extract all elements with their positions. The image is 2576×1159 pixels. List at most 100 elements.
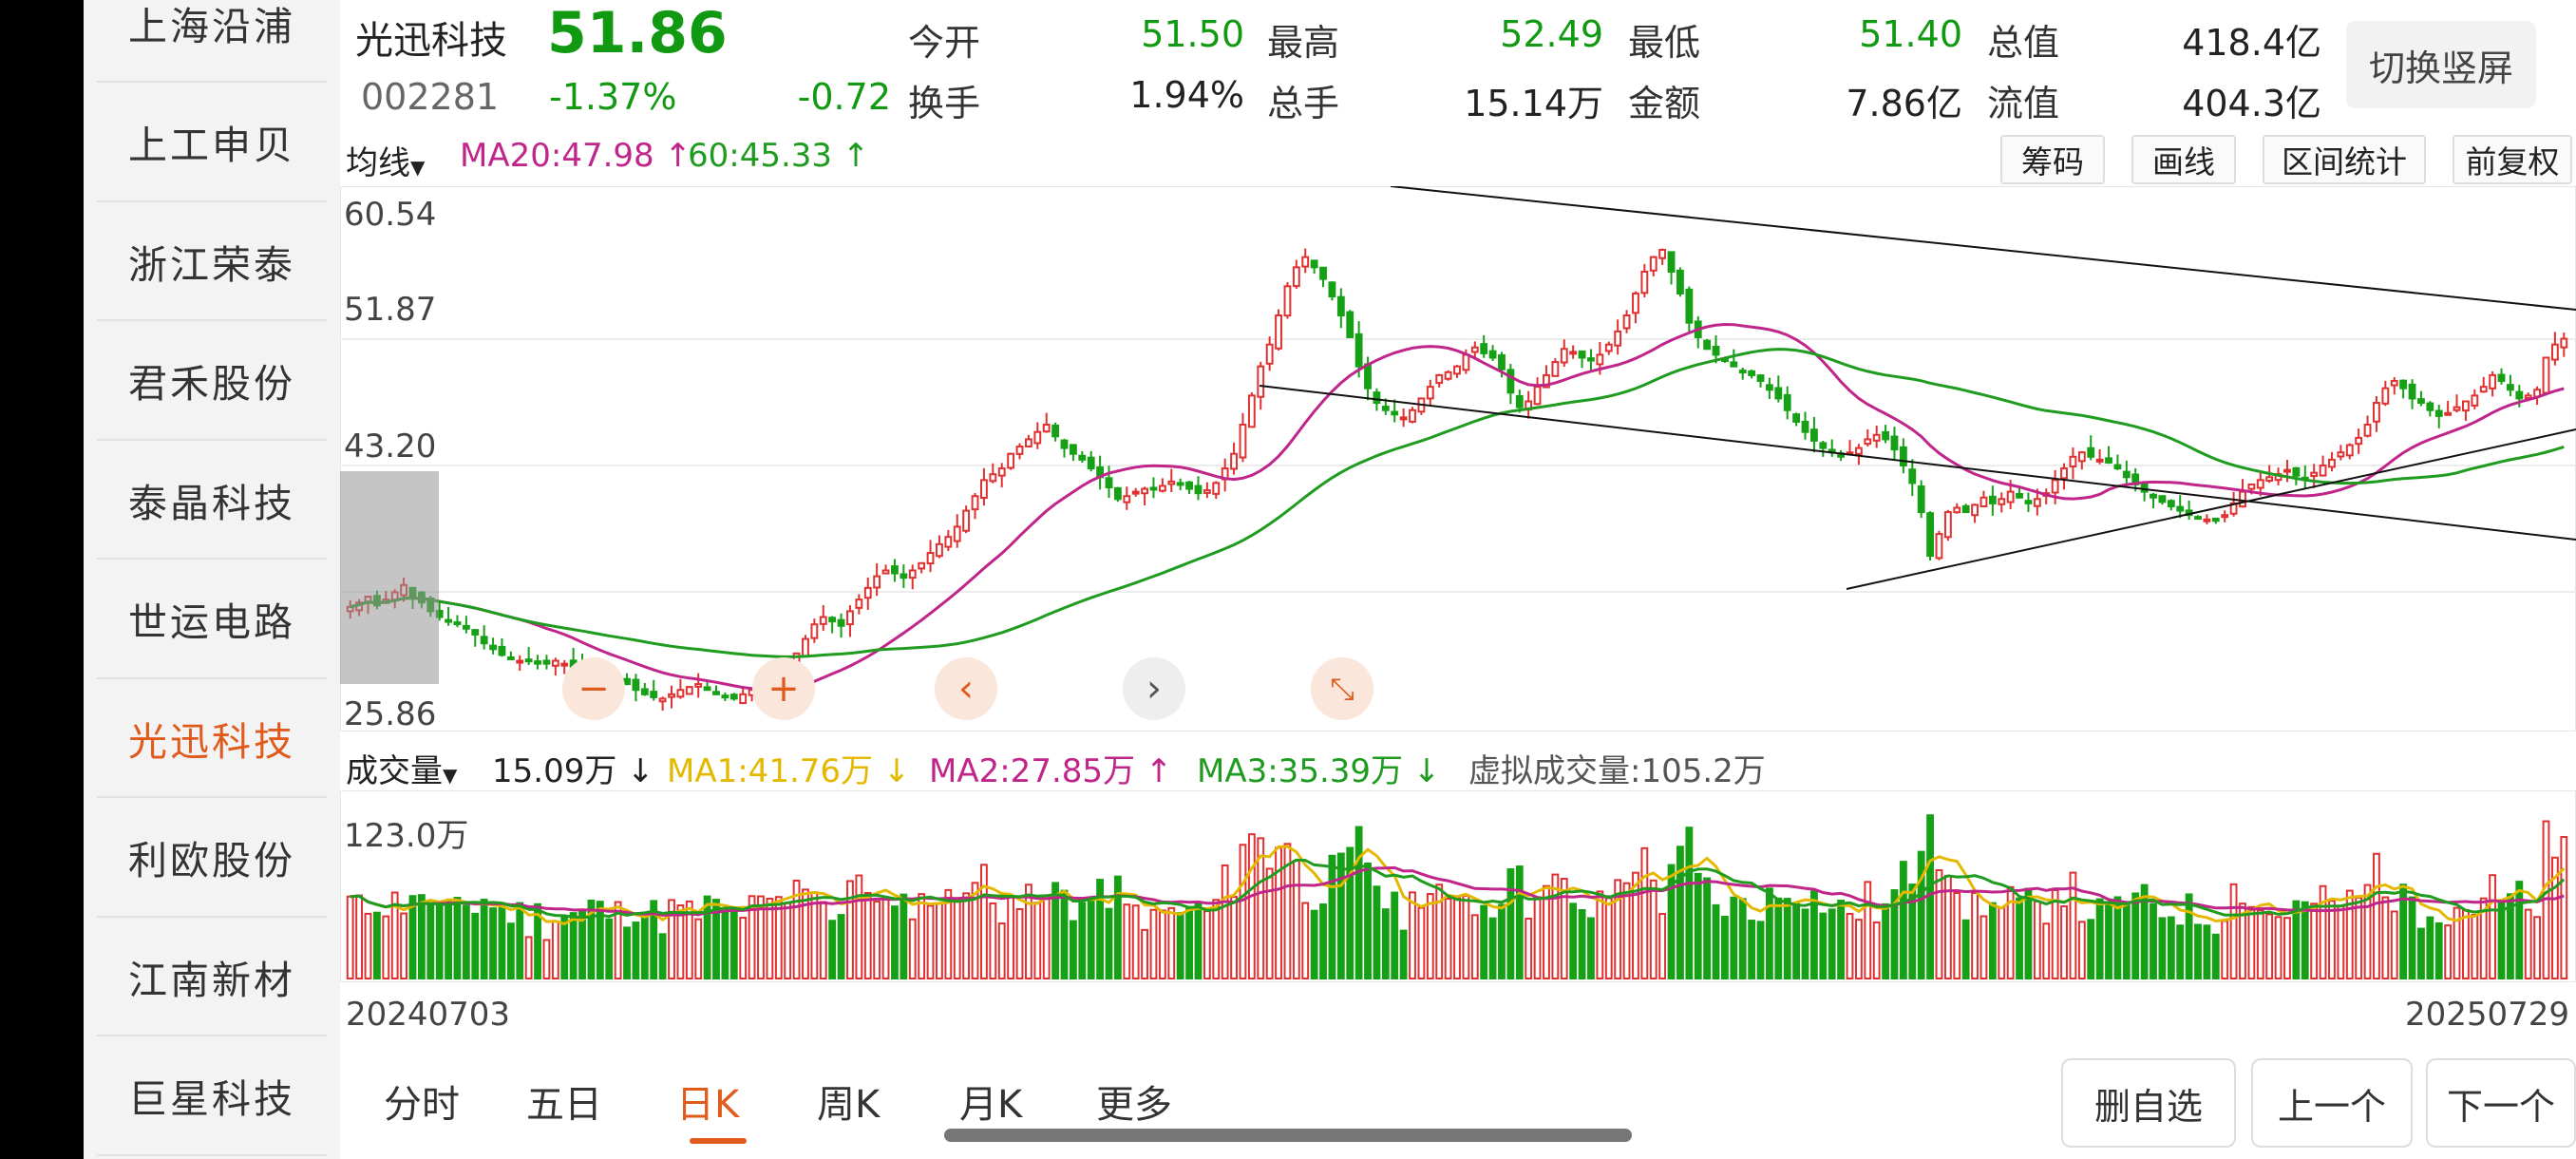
zoom-out-icon[interactable]: − xyxy=(562,657,625,720)
sidebar-stock-item[interactable]: 光迅科技 xyxy=(97,679,327,798)
y-tick-label: 43.20 xyxy=(344,428,437,466)
sidebar-stock-item[interactable]: 世运电路 xyxy=(97,560,327,679)
volume-bar xyxy=(2533,916,2542,979)
volume-bar xyxy=(1185,906,1193,979)
sidebar-stock-item[interactable]: 上工申贝 xyxy=(97,84,327,202)
chevron-right-icon[interactable]: › xyxy=(1123,657,1185,720)
sidebar-stock-item[interactable]: 上海沿浦 xyxy=(97,0,327,83)
volume-bar xyxy=(2176,924,2185,979)
volume-ma3: MA3:35.39万 ↓ xyxy=(1197,745,1440,791)
trend-line[interactable] xyxy=(1259,385,2576,541)
candle xyxy=(1265,336,1274,371)
previous-stock-button[interactable]: 上一个 xyxy=(2251,1058,2413,1148)
volume-bar xyxy=(1917,850,1925,980)
volume-chart[interactable] xyxy=(340,790,2576,982)
volume-bar xyxy=(953,899,961,979)
tab-3[interactable]: 周K xyxy=(817,1083,881,1127)
candle xyxy=(1864,428,1872,447)
volume-bar xyxy=(1498,903,1506,979)
range-stats-button[interactable]: 区间统计 xyxy=(2263,135,2426,184)
volume-bar xyxy=(1587,917,1595,980)
chip-button[interactable]: 筹码 xyxy=(2000,135,2105,184)
volume-bar xyxy=(1640,846,1649,979)
volume-bar xyxy=(2077,921,2086,980)
tab-0[interactable]: 分时 xyxy=(384,1083,460,1127)
zoom-in-icon[interactable]: + xyxy=(752,657,815,720)
sidebar-stock-item[interactable]: 浙江荣泰 xyxy=(97,202,327,321)
volume-bar xyxy=(694,918,703,979)
remove-watchlist-button[interactable]: 删自选 xyxy=(2061,1058,2236,1148)
scrollbar[interactable] xyxy=(944,1129,1632,1142)
volume-bar xyxy=(524,936,533,979)
candle xyxy=(2399,379,2408,399)
candle xyxy=(1336,288,1345,329)
volume-bar xyxy=(2515,881,2524,979)
volume-bar xyxy=(1221,864,1229,979)
tab-1[interactable]: 五日 xyxy=(526,1083,602,1127)
candle xyxy=(2434,405,2443,428)
chevron-left-icon[interactable]: ‹ xyxy=(935,657,997,720)
candle xyxy=(926,540,935,573)
candle xyxy=(2095,449,2104,465)
candle xyxy=(2337,445,2345,461)
candle xyxy=(480,625,488,650)
adjust-price-button[interactable]: 前复权 xyxy=(2453,135,2572,184)
sidebar-stock-item[interactable]: 利欧股份 xyxy=(97,799,327,918)
range-selector-handle[interactable] xyxy=(340,471,439,684)
volume-bar xyxy=(1409,891,1416,979)
candle xyxy=(516,655,524,672)
volume-bar xyxy=(703,895,711,979)
candle xyxy=(1988,485,1997,517)
candle xyxy=(2345,443,2354,460)
candle xyxy=(2105,446,2112,465)
candle xyxy=(2408,379,2416,409)
volume-bar xyxy=(1908,884,1917,979)
candle xyxy=(462,616,470,634)
stat-label: 流值 xyxy=(1987,83,2060,124)
sidebar-stock-item[interactable]: 江南新材 xyxy=(97,918,327,1036)
candle xyxy=(1685,286,1694,332)
draw-line-button[interactable]: 画线 xyxy=(2131,135,2236,184)
volume-bar xyxy=(1872,921,1881,979)
candle xyxy=(1176,478,1184,491)
sidebar-stock-item[interactable]: 巨星科技 xyxy=(97,1037,327,1156)
candle xyxy=(1409,407,1416,424)
volume-bar xyxy=(2417,927,2425,980)
volume-bar xyxy=(1792,902,1801,979)
volume-bar xyxy=(1310,909,1318,979)
sidebar-stock-item[interactable]: 君禾股份 xyxy=(97,322,327,441)
tab-5[interactable]: 更多 xyxy=(1096,1083,1172,1127)
indicator-selector[interactable]: 成交量▼ xyxy=(346,745,457,791)
next-stock-button[interactable]: 下一个 xyxy=(2426,1058,2576,1148)
volume-bar xyxy=(810,891,819,979)
volume-bar xyxy=(2033,900,2041,979)
trend-line[interactable] xyxy=(1390,186,2576,311)
candlestick-chart[interactable] xyxy=(340,186,2576,732)
candle xyxy=(828,616,837,634)
switch-portrait-button[interactable]: 切换竖屏 xyxy=(2346,21,2536,108)
volume-bar xyxy=(2265,913,2274,979)
sidebar-stock-item[interactable]: 泰晶科技 xyxy=(97,441,327,560)
candle xyxy=(2507,374,2514,397)
candle xyxy=(1141,486,1148,505)
volume-bar xyxy=(881,898,890,979)
volume-bar xyxy=(1748,920,1756,979)
candle xyxy=(694,673,703,698)
change-value: -0.72 xyxy=(797,76,891,118)
dropdown-arrow-icon: ▼ xyxy=(443,764,458,787)
tab-2[interactable]: 日K xyxy=(676,1083,740,1127)
candle xyxy=(1185,481,1193,494)
volume-bar xyxy=(1667,864,1676,979)
arrow-up-icon: ↑ xyxy=(842,137,870,175)
ma-selector[interactable]: 均线▼ xyxy=(346,137,425,183)
volume-bar xyxy=(685,900,693,979)
collapse-icon[interactable]: ⤡ xyxy=(1311,657,1373,720)
volume-bar xyxy=(1051,882,1060,979)
candle xyxy=(1569,345,1578,359)
trend-line[interactable] xyxy=(1846,428,2576,590)
tab-4[interactable]: 月K xyxy=(959,1083,1023,1127)
volume-bar xyxy=(676,904,685,979)
arrow-down-icon: ↓ xyxy=(1412,752,1441,790)
arrow-down-icon: ↓ xyxy=(627,752,654,790)
volume-bar xyxy=(658,933,667,980)
